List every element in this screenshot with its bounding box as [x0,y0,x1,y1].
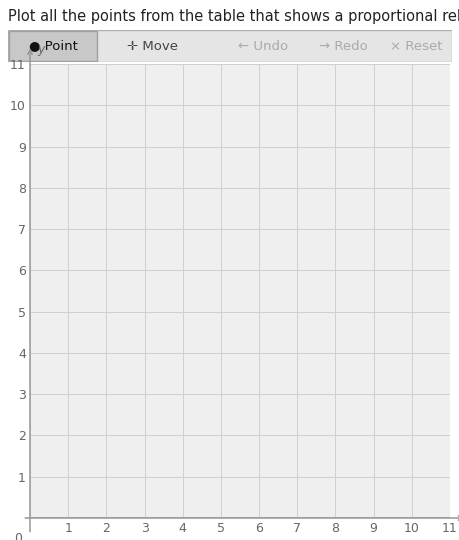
Text: Plot all the points from the table that shows a proportional relationship.: Plot all the points from the table that … [8,10,459,24]
Text: × Reset: × Reset [389,39,441,52]
Text: ● Point: ● Point [28,39,77,52]
Text: ← Undo: ← Undo [237,39,287,52]
Text: → Redo: → Redo [318,39,367,52]
Text: y: y [37,43,44,56]
Bar [9,31,97,61]
Text: 0: 0 [15,532,22,540]
Text: ✛ Move: ✛ Move [127,39,178,52]
